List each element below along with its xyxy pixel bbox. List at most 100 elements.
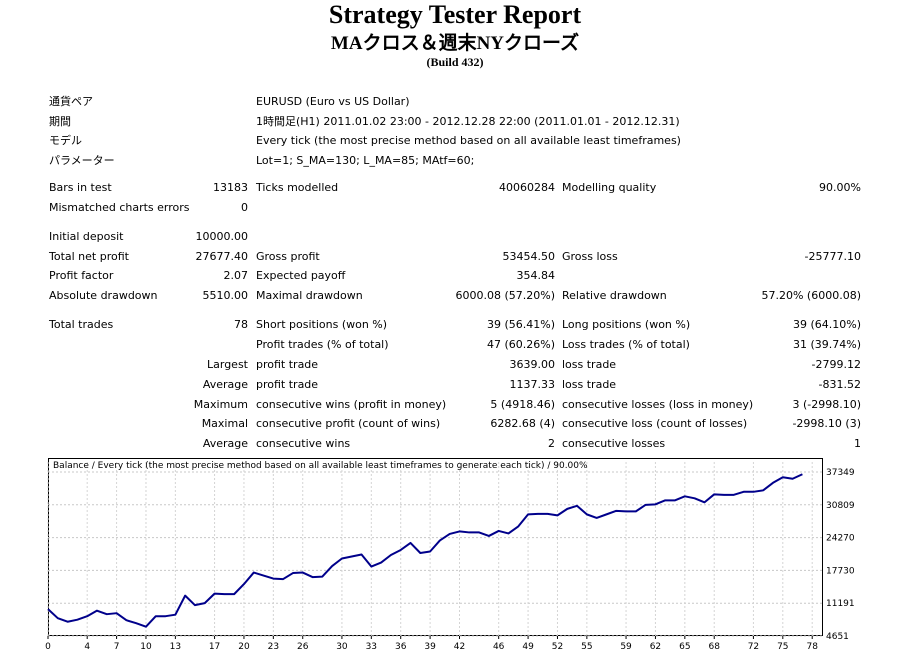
- netprofit-label: Total net profit: [49, 250, 129, 263]
- max-cl-value: 3 (-2998.10): [792, 398, 861, 411]
- reldd-label: Relative drawdown: [562, 289, 667, 302]
- largest-lt-label: loss trade: [562, 358, 617, 371]
- maxdd-value: 6000.08 (57.20%): [455, 289, 555, 302]
- y-tick-label: 24270: [826, 534, 855, 544]
- largest-label: Largest: [207, 358, 248, 371]
- x-tick-label: 30: [336, 642, 348, 652]
- x-tick-label: 62: [650, 642, 661, 652]
- x-tick-label: 39: [424, 642, 436, 652]
- x-tick-label: 65: [679, 642, 690, 652]
- maximal-cl-value: -2998.10 (3): [792, 417, 861, 430]
- trades-label: Total trades: [49, 318, 114, 331]
- quality-label: Modelling quality: [562, 181, 657, 194]
- absdd-label: Absolute drawdown: [49, 289, 158, 302]
- reldd-value: 57.20% (6000.08): [761, 289, 861, 302]
- ep-value: 354.84: [516, 269, 556, 282]
- x-tick-label: 23: [268, 642, 279, 652]
- pf-label: Profit factor: [49, 269, 114, 282]
- long-value: 39 (64.10%): [792, 318, 861, 331]
- x-tick-label: 68: [709, 642, 721, 652]
- pf-value: 2.07: [223, 269, 249, 282]
- x-tick-label: 4: [84, 642, 90, 652]
- x-tick-label: 10: [140, 642, 152, 652]
- balance-series-line: [47, 473, 803, 628]
- mismatch-value: 0: [241, 201, 248, 214]
- avg-cw-label: consecutive wins: [256, 437, 351, 450]
- average-label: Average: [202, 378, 248, 391]
- x-tick-label: 46: [493, 642, 505, 652]
- model-label: モデル: [49, 134, 82, 147]
- netprofit-value: 27677.40: [195, 250, 249, 263]
- strategy-name: MAクロス＆週末NYクローズ: [330, 33, 580, 54]
- deposit-label: Initial deposit: [49, 230, 124, 243]
- x-tick-label: 72: [748, 642, 759, 652]
- x-tick-label: 26: [297, 642, 309, 652]
- y-tick-label: 17730: [826, 566, 855, 576]
- params-value: Lot=1; S_MA=130; L_MA=85; MAtf=60;: [256, 154, 475, 167]
- balance-chart-frame: [48, 458, 823, 636]
- quality-value: 90.00%: [819, 181, 861, 194]
- avg-cl-value: 1: [854, 437, 861, 450]
- lt-label: Loss trades (% of total): [562, 338, 690, 351]
- grossprofit-value: 53454.50: [502, 250, 556, 263]
- ep-label: Expected payoff: [256, 269, 346, 282]
- report-title: Strategy Tester Report: [328, 0, 582, 29]
- bars-value: 13183: [213, 181, 248, 194]
- chart-title: Balance / Every tick (the most precise m…: [53, 461, 588, 471]
- x-tick-label: 7: [114, 642, 120, 652]
- x-tick-label: 33: [366, 642, 377, 652]
- largest-pt-value: 3639.00: [509, 358, 556, 371]
- grossloss-label: Gross loss: [562, 250, 618, 263]
- long-label: Long positions (won %): [562, 318, 691, 331]
- x-tick-label: 20: [238, 642, 250, 652]
- short-label: Short positions (won %): [256, 318, 388, 331]
- deposit-value: 10000.00: [195, 230, 249, 243]
- period-value: 1時間足(H1) 2011.01.02 23:00 - 2012.12.28 2…: [256, 115, 680, 128]
- short-value: 39 (56.41%): [486, 318, 555, 331]
- y-tick-label: 4651: [826, 632, 849, 642]
- x-tick-label: 13: [170, 642, 181, 652]
- maximal-cp-value: 6282.68 (4): [490, 417, 555, 430]
- y-tick-label: 11191: [826, 599, 855, 609]
- largest-pt-label: profit trade: [256, 358, 319, 371]
- ticks-value: 40060284: [499, 181, 555, 194]
- x-tick-label: 59: [620, 642, 632, 652]
- x-tick-label: 0: [45, 642, 51, 652]
- x-tick-label: 42: [454, 642, 465, 652]
- avg2-label: Average: [202, 437, 248, 450]
- avg-cl-label: consecutive losses: [562, 437, 666, 450]
- mismatch-label: Mismatched charts errors: [49, 201, 190, 214]
- maximal-label: Maximal: [201, 417, 248, 430]
- avg-cw-value: 2: [548, 437, 555, 450]
- average-pt-value: 1137.33: [509, 378, 556, 391]
- x-tick-label: 75: [777, 642, 788, 652]
- x-tick-label: 17: [209, 642, 220, 652]
- grossprofit-label: Gross profit: [256, 250, 320, 263]
- period-label: 期間: [49, 115, 71, 128]
- maximal-cp-label: consecutive profit (count of wins): [256, 417, 441, 430]
- average-pt-label: profit trade: [256, 378, 319, 391]
- pt-value: 47 (60.26%): [486, 338, 555, 351]
- max-cw-value: 5 (4918.46): [490, 398, 555, 411]
- x-tick-label: 52: [552, 642, 563, 652]
- symbol-value: EURUSD (Euro vs US Dollar): [256, 95, 410, 108]
- maxdd-label: Maximal drawdown: [256, 289, 363, 302]
- max-cl-label: consecutive losses (loss in money): [562, 398, 754, 411]
- x-tick-label: 55: [581, 642, 592, 652]
- maximal-cl-label: consecutive loss (count of losses): [562, 417, 748, 430]
- bars-label: Bars in test: [49, 181, 112, 194]
- trades-value: 78: [234, 318, 248, 331]
- y-tick-label: 30809: [826, 501, 855, 511]
- build-number: (Build 432): [426, 55, 484, 69]
- max-cw-label: consecutive wins (profit in money): [256, 398, 447, 411]
- model-value: Every tick (the most precise method base…: [256, 134, 681, 147]
- y-tick-label: 37349: [826, 468, 855, 478]
- maximum-label: Maximum: [193, 398, 248, 411]
- x-tick-label: 36: [395, 642, 407, 652]
- grossloss-value: -25777.10: [804, 250, 861, 263]
- pt-label: Profit trades (% of total): [256, 338, 389, 351]
- average-lt-value: -831.52: [818, 378, 861, 391]
- x-tick-label: 78: [806, 642, 818, 652]
- ticks-label: Ticks modelled: [256, 181, 339, 194]
